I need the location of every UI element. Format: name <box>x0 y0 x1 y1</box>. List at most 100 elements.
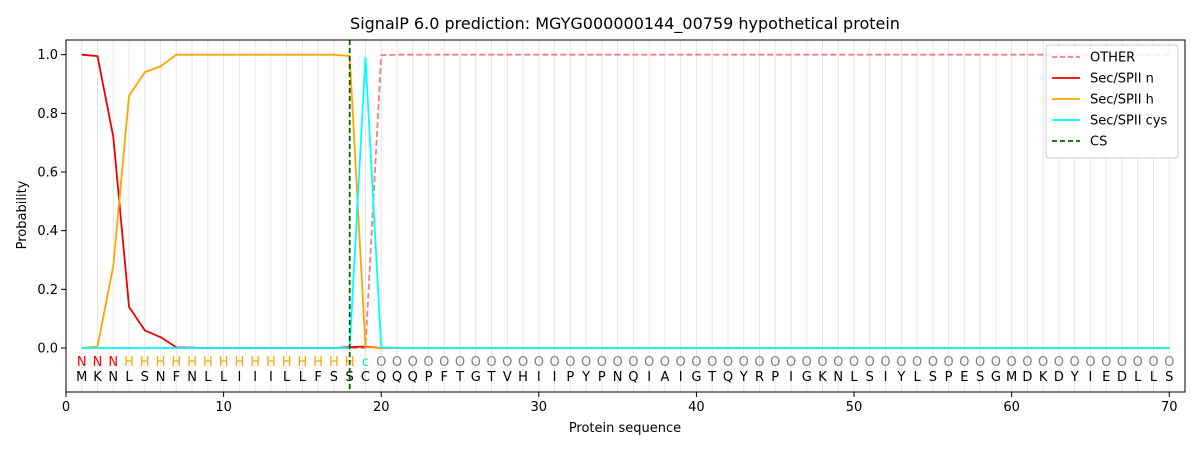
region-label: O <box>408 355 418 370</box>
residue-label: I <box>537 370 541 385</box>
axes: 0 10 20 30 40 50 60 70 0.0 0.2 0.4 0.6 0.8 1.0 <box>37 39 1186 415</box>
region-label: H <box>313 355 323 370</box>
region-label: O <box>613 355 623 370</box>
residue-label: V <box>503 370 512 385</box>
region-label: O <box>581 355 591 370</box>
region-label: H <box>140 355 150 370</box>
residue-label: H <box>518 370 528 385</box>
region-label: O <box>1054 355 1064 370</box>
residue-label: Y <box>581 370 590 385</box>
region-label: O <box>770 355 780 370</box>
residue-label: I <box>553 370 557 385</box>
region-label: O <box>1007 355 1017 370</box>
residue-label: G <box>691 370 701 385</box>
region-label: O <box>534 355 544 370</box>
region-label: H <box>219 355 229 370</box>
region-label: H <box>156 355 166 370</box>
residue-label: I <box>269 370 273 385</box>
residue-label: I <box>253 370 257 385</box>
region-label: O <box>1148 355 1158 370</box>
region-label: H <box>124 355 134 370</box>
residue-label: Q <box>376 370 386 385</box>
residue-label: R <box>755 370 764 385</box>
residue-label: M <box>76 370 87 385</box>
region-label: O <box>676 355 686 370</box>
region-label: O <box>975 355 985 370</box>
residue-label: N <box>613 370 623 385</box>
residue-label: P <box>566 370 574 385</box>
region-label: O <box>1133 355 1143 370</box>
region-label: O <box>1022 355 1032 370</box>
region-label: H <box>250 355 260 370</box>
y-tick-label: 0.8 <box>37 107 58 122</box>
region-label: O <box>660 355 670 370</box>
region-label: H <box>234 355 244 370</box>
residue-label: T <box>455 370 464 385</box>
residue-label: L <box>220 370 228 385</box>
residue-label: Y <box>896 370 905 385</box>
residue-label: G <box>471 370 481 385</box>
residue-label: I <box>679 370 683 385</box>
region-label: O <box>928 355 938 370</box>
residue-label: I <box>237 370 241 385</box>
region-label: O <box>896 355 906 370</box>
region-label: O <box>644 355 654 370</box>
region-label: H <box>282 355 292 370</box>
region-label: O <box>486 355 496 370</box>
region-label: H <box>187 355 197 370</box>
residue-label: T <box>487 370 496 385</box>
residue-label: A <box>660 370 669 385</box>
chart-title: SignalP 6.0 prediction: MGYG000000144_00… <box>350 14 900 34</box>
residue-label: L <box>204 370 212 385</box>
region-label: H <box>203 355 213 370</box>
residue-label: E <box>1102 370 1110 385</box>
y-tick-label: 0.4 <box>37 224 58 239</box>
region-label: O <box>880 355 890 370</box>
residue-label: I <box>789 370 793 385</box>
x-tick-label: 30 <box>531 400 548 415</box>
residue-label: G <box>991 370 1001 385</box>
residue-label: Q <box>628 370 638 385</box>
region-label: O <box>1117 355 1127 370</box>
residue-label: L <box>1134 370 1142 385</box>
x-tick-label: 0 <box>62 400 70 415</box>
region-label: O <box>691 355 701 370</box>
region-label: O <box>628 355 638 370</box>
residue-label: L <box>299 370 307 385</box>
region-label: O <box>943 355 953 370</box>
residue-label: P <box>425 370 433 385</box>
region-label: O <box>739 355 749 370</box>
region-label: O <box>455 355 465 370</box>
x-tick-label: 50 <box>846 400 863 415</box>
residue-label: L <box>283 370 291 385</box>
region-label: O <box>439 355 449 370</box>
region-label: O <box>991 355 1001 370</box>
region-label: O <box>959 355 969 370</box>
region-label: O <box>754 355 764 370</box>
residue-label: G <box>802 370 812 385</box>
region-label: N <box>108 355 118 370</box>
y-tick-label: 0.0 <box>37 342 58 357</box>
residue-label: P <box>945 370 953 385</box>
residue-label: P <box>598 370 606 385</box>
region-label: O <box>723 355 733 370</box>
region-label: O <box>849 355 859 370</box>
series-line <box>81 56 1170 349</box>
residue-label: M <box>1006 370 1017 385</box>
region-label: O <box>912 355 922 370</box>
residue-label: Q <box>723 370 733 385</box>
legend-label: Sec/SPII cys <box>1090 114 1168 129</box>
region-label: O <box>565 355 575 370</box>
residue-label: L <box>850 370 858 385</box>
residue-label: Q <box>408 370 418 385</box>
residue-label: F <box>441 370 448 385</box>
region-label: O <box>865 355 875 370</box>
residue-label: K <box>818 370 827 385</box>
residue-label: I <box>884 370 888 385</box>
residue-label: Y <box>739 370 748 385</box>
residue-label: S <box>330 370 338 385</box>
residue-label: N <box>187 370 197 385</box>
residue-label: C <box>361 370 370 385</box>
region-label: O <box>1070 355 1080 370</box>
